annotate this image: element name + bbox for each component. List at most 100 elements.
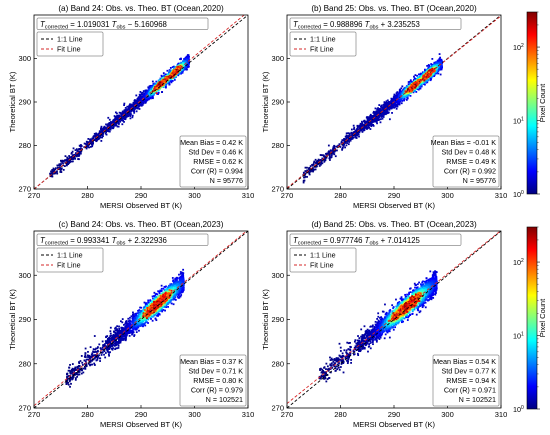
density-point xyxy=(100,130,102,133)
density-point xyxy=(155,85,158,88)
stat-line: Mean Bias = 0.42 K xyxy=(180,138,243,147)
density-point xyxy=(185,55,188,58)
density-point xyxy=(108,130,111,133)
density-point xyxy=(379,121,382,124)
density-point xyxy=(68,156,71,158)
density-point xyxy=(169,71,171,74)
density-point xyxy=(116,115,119,118)
density-point xyxy=(67,163,70,166)
density-point xyxy=(395,107,398,110)
density-point xyxy=(132,109,135,112)
density-point xyxy=(123,115,126,118)
density-point xyxy=(70,152,73,155)
density-point xyxy=(105,123,107,126)
density-point xyxy=(85,143,88,146)
density-point xyxy=(341,148,344,151)
density-point xyxy=(170,80,172,83)
density-point xyxy=(94,137,97,140)
density-point xyxy=(160,74,163,77)
density-point xyxy=(139,99,142,102)
density-point xyxy=(313,160,316,163)
density-point xyxy=(58,163,61,166)
density-point xyxy=(112,125,115,128)
density-point xyxy=(387,111,390,114)
density-point xyxy=(135,106,137,108)
density-point xyxy=(136,98,139,101)
density-point xyxy=(125,112,128,114)
density-point xyxy=(132,101,135,104)
density-point xyxy=(182,69,184,72)
density-point xyxy=(87,138,90,140)
density-point xyxy=(96,138,99,141)
density-point xyxy=(113,115,116,117)
density-point xyxy=(130,109,133,112)
density-point xyxy=(342,142,345,145)
density-point xyxy=(308,171,311,174)
density-point xyxy=(167,82,169,85)
density-point xyxy=(91,141,94,144)
density-point xyxy=(409,80,411,83)
density-point xyxy=(55,167,57,170)
density-point xyxy=(348,133,351,136)
density-point xyxy=(361,120,363,123)
density-point xyxy=(180,71,183,73)
density-point xyxy=(107,130,110,133)
density-point xyxy=(151,87,154,90)
density-point xyxy=(168,83,171,86)
density-point xyxy=(139,94,141,97)
density-point xyxy=(320,154,323,157)
density-point xyxy=(161,85,164,88)
density-point xyxy=(152,84,154,87)
density-point xyxy=(154,83,157,85)
density-point xyxy=(49,175,52,178)
density-point xyxy=(415,77,418,80)
density-point xyxy=(112,121,115,124)
density-point xyxy=(309,169,312,172)
density-point xyxy=(134,103,137,106)
fit-equation: Tcorrected = 1.019031 Tobs − 5.160968 xyxy=(40,20,167,31)
density-point xyxy=(417,77,419,79)
density-point xyxy=(313,161,315,164)
density-points xyxy=(302,53,444,184)
density-point xyxy=(156,86,159,89)
density-point xyxy=(50,172,53,174)
x-tick-label: 290 xyxy=(135,191,148,200)
density-point xyxy=(399,89,402,92)
density-point xyxy=(126,105,129,108)
density-point xyxy=(127,115,130,118)
density-point xyxy=(101,128,104,130)
density-point xyxy=(117,122,120,125)
density-point xyxy=(393,93,396,96)
density-point xyxy=(358,135,360,138)
density-point xyxy=(155,92,158,95)
density-point xyxy=(181,62,184,65)
density-point xyxy=(183,68,186,71)
density-point xyxy=(136,107,139,110)
density-point xyxy=(343,141,346,144)
density-point xyxy=(101,129,103,131)
density-point xyxy=(309,170,312,173)
density-point xyxy=(109,122,111,125)
density-point xyxy=(109,127,111,129)
density-point xyxy=(145,99,148,102)
density-point xyxy=(382,109,384,112)
density-point xyxy=(144,89,147,92)
density-point xyxy=(175,67,178,70)
density-point xyxy=(331,149,334,152)
density-point xyxy=(100,131,103,134)
density-point xyxy=(313,168,316,171)
density-point xyxy=(151,80,154,83)
density-point xyxy=(108,118,111,121)
density-point xyxy=(351,133,354,136)
density-point xyxy=(138,104,141,107)
density-point xyxy=(60,159,62,162)
density-point xyxy=(428,65,430,68)
density-point xyxy=(360,128,363,131)
density-point xyxy=(59,170,62,172)
density-point xyxy=(162,72,165,75)
density-point xyxy=(360,125,362,128)
density-point xyxy=(303,176,306,179)
density-point xyxy=(187,63,189,66)
